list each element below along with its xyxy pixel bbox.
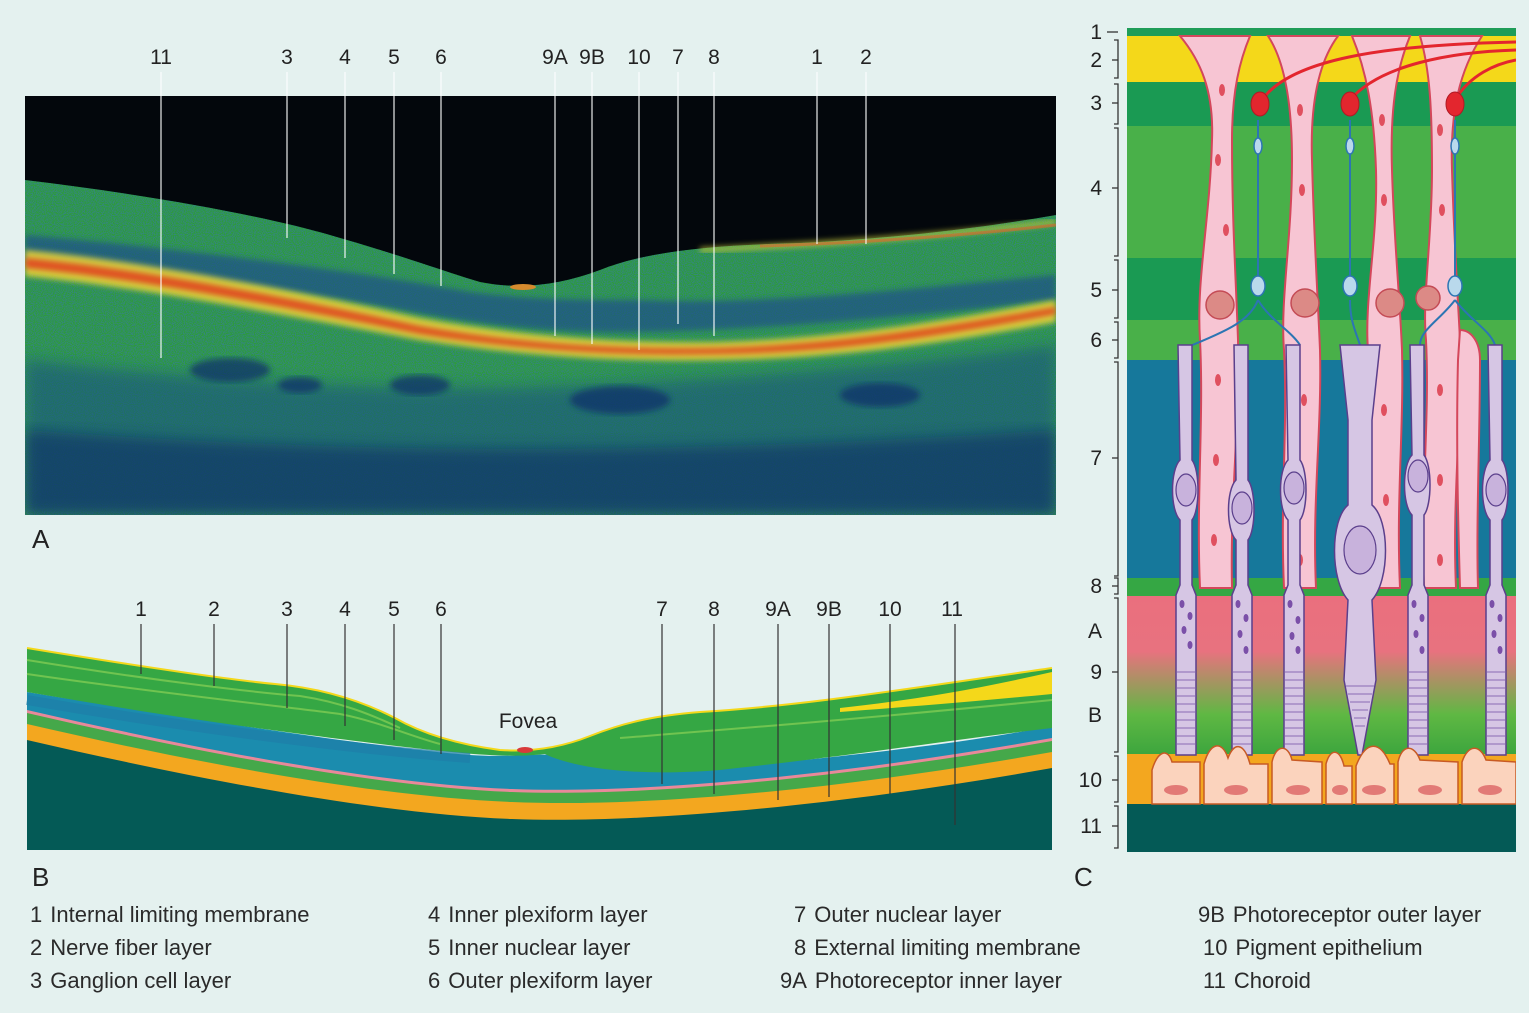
panel-c-letter: C xyxy=(1074,862,1093,892)
legend-item: 10 Pigment epithelium xyxy=(1203,935,1423,960)
legend-column-4: 9B Photoreceptor outer layer 10 Pigment ep… xyxy=(1198,898,1481,997)
inner-segment-granules xyxy=(1179,600,1503,654)
legend-item: 9B Photoreceptor outer layer xyxy=(1198,902,1482,927)
panel-a-label: 3 xyxy=(281,46,293,69)
ganglion-cells xyxy=(1250,91,1465,117)
panel-a-label: 9A xyxy=(542,46,568,69)
panel-a-label: 8 xyxy=(708,46,720,69)
panel-c-scale xyxy=(1107,31,1119,849)
panel-b-label: 5 xyxy=(388,598,400,621)
panel-b-label: 1 xyxy=(135,598,147,621)
panel-a-label: 11 xyxy=(150,46,172,69)
panel-a-label: 6 xyxy=(435,46,447,69)
panel-a-label: 5 xyxy=(388,46,400,69)
legend-item: 5 Inner nuclear layer xyxy=(428,935,631,960)
panel-c-cell-diagram xyxy=(1127,28,1516,852)
panel-b-label: 6 xyxy=(435,598,447,621)
legend-item: 7 Outer nuclear layer xyxy=(794,902,1002,927)
legend-column-2: 4 Inner plexiform layer 5 Inner nuclear la… xyxy=(428,898,652,997)
panel-b-label: 8 xyxy=(708,598,720,621)
panel-b-schematic xyxy=(26,647,1053,850)
panel-b-letter: B xyxy=(32,862,49,892)
panel-b-label: 4 xyxy=(339,598,351,621)
legend-item: 9A Photoreceptor inner layer xyxy=(780,968,1062,993)
layer-legend: 1 Internal limiting membrane 2 Nerve fiber… xyxy=(0,898,1529,1008)
panel-b-label: 3 xyxy=(281,598,293,621)
panel-c-scale-label: 2 xyxy=(1090,49,1102,72)
panel-a-label: 7 xyxy=(672,46,684,69)
panel-c-scale-label: 11 xyxy=(1080,815,1102,838)
panel-c-scale-label: A xyxy=(1088,620,1102,643)
panel-a-label: 2 xyxy=(860,46,872,69)
panel-b-labels: 1 2 3 4 5 6 7 8 9A 9B 10 11 xyxy=(135,598,963,621)
legend-item: 4 Inner plexiform layer xyxy=(428,902,648,927)
panel-c-scale-label: 1 xyxy=(1090,21,1102,44)
panel-a-leader-lines xyxy=(160,72,867,358)
panel-b-label: 2 xyxy=(208,598,220,621)
panel-c-scale-label: 9 xyxy=(1090,661,1102,684)
panel-c-scale-labels: 1 2 3 4 5 6 7 8 A 9 B 10 11 xyxy=(1079,21,1103,838)
panel-c-scale-label: 4 xyxy=(1090,177,1102,200)
legend-column-3: 7 Outer nuclear layer 8 External limiting … xyxy=(780,898,1081,997)
panel-a-label: 1 xyxy=(811,46,823,69)
inner-nuclear-cells xyxy=(1205,285,1441,320)
legend-item: 11 Choroid xyxy=(1203,968,1311,993)
panel-c-scale-label: 8 xyxy=(1090,575,1102,598)
panel-b-label: 7 xyxy=(656,598,668,621)
pigment-epithelium-nuclei xyxy=(1164,785,1502,795)
panel-c-scale-label: 10 xyxy=(1079,769,1102,792)
fovea-label: Fovea xyxy=(499,710,558,733)
legend-item: 6 Outer plexiform layer xyxy=(428,968,653,993)
panel-a-label: 4 xyxy=(339,46,351,69)
photoreceptor-nuclei xyxy=(1175,459,1507,575)
panel-b-leader-lines xyxy=(140,624,956,825)
panel-b-label: 10 xyxy=(878,598,901,621)
panel-b-label: 9B xyxy=(816,598,842,621)
panel-c-scale-label: B xyxy=(1088,704,1102,727)
legend-column-1: 1 Internal limiting membrane 2 Nerve fiber… xyxy=(30,898,309,997)
panel-a-label: 9B xyxy=(579,46,605,69)
panel-b-label: 9A xyxy=(765,598,791,621)
legend-item: 3 Ganglion cell layer xyxy=(30,968,232,993)
panel-c-scale-label: 6 xyxy=(1090,329,1102,352)
legend-item: 8 External limiting membrane xyxy=(794,935,1081,960)
bipolar-nuclei xyxy=(1250,137,1463,297)
panel-c-scale-label: 7 xyxy=(1090,447,1102,470)
panel-b-label: 11 xyxy=(941,598,963,621)
panel-c-scale-label: 5 xyxy=(1090,279,1102,302)
legend-item: 2 Nerve fiber layer xyxy=(30,935,212,960)
muller-nuclei xyxy=(1211,84,1445,566)
panel-a-labels: 11 3 4 5 6 9A 9B 10 7 8 1 2 xyxy=(150,46,872,69)
outer-segment-discs xyxy=(1177,671,1505,745)
panel-a-label: 10 xyxy=(627,46,650,69)
legend-item: 1 Internal limiting membrane xyxy=(30,902,310,927)
panel-c-scale-label: 3 xyxy=(1090,92,1102,115)
panel-a-oct-scan xyxy=(25,96,1056,515)
panel-a-letter: A xyxy=(32,524,50,554)
